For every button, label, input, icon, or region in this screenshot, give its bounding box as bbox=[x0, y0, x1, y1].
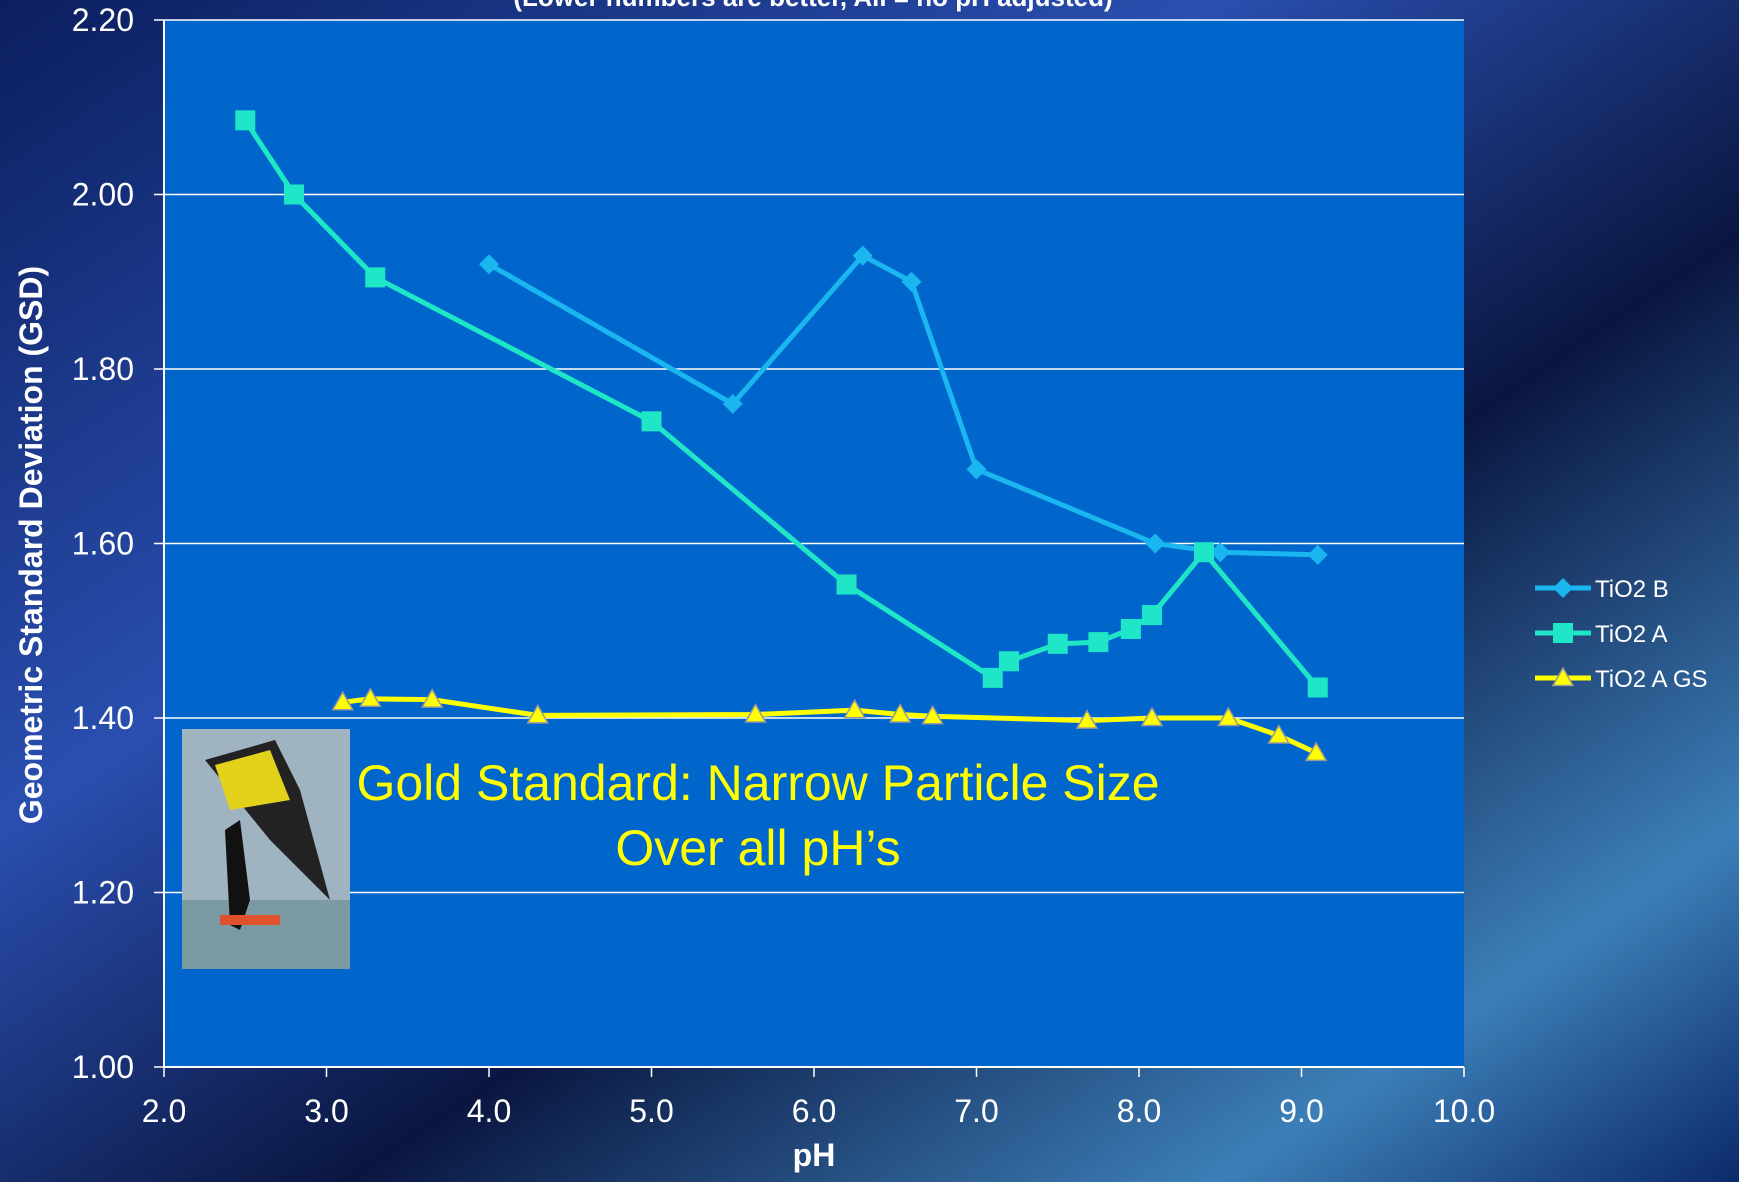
y-tick-label: 1.80 bbox=[72, 351, 134, 387]
marker bbox=[1121, 619, 1141, 639]
chart: (Lower numbers are better, All = no pH a… bbox=[0, 0, 1739, 1182]
y-tick-label: 1.40 bbox=[72, 700, 134, 736]
x-tick-label: 7.0 bbox=[954, 1093, 998, 1129]
page: (Lower numbers are better, All = no pH a… bbox=[0, 0, 1739, 1182]
x-tick-label: 4.0 bbox=[467, 1093, 511, 1129]
y-tick-label: 1.20 bbox=[72, 875, 134, 911]
marker bbox=[837, 575, 857, 595]
x-tick-label: 5.0 bbox=[629, 1093, 673, 1129]
chart-subtitle: (Lower numbers are better, All = no pH a… bbox=[513, 0, 1112, 12]
marker bbox=[1194, 542, 1214, 562]
x-tick-label: 2.0 bbox=[142, 1093, 186, 1129]
x-tick-label: 9.0 bbox=[1279, 1093, 1323, 1129]
y-tick-label: 2.20 bbox=[72, 2, 134, 38]
legend-label: TiO2 A bbox=[1595, 621, 1667, 648]
x-tick-label: 8.0 bbox=[1117, 1093, 1161, 1129]
annotation: Gold Standard: Narrow Particle Size bbox=[356, 755, 1159, 811]
marker bbox=[1308, 677, 1328, 697]
x-axis-title: pH bbox=[793, 1137, 836, 1173]
x-tick-label: 10.0 bbox=[1433, 1093, 1495, 1129]
y-tick-label: 1.00 bbox=[72, 1049, 134, 1085]
y-tick-label: 1.60 bbox=[72, 526, 134, 562]
legend-label: TiO2 B bbox=[1595, 576, 1669, 603]
x-tick-label: 6.0 bbox=[792, 1093, 836, 1129]
marker bbox=[235, 110, 255, 130]
y-axis-title: Geometric Standard Deviation (GSD) bbox=[13, 266, 49, 824]
marker bbox=[999, 651, 1019, 671]
marker bbox=[284, 185, 304, 205]
legend-marker bbox=[1553, 623, 1573, 643]
photo bbox=[182, 729, 350, 969]
annotation: Over all pH’s bbox=[615, 820, 900, 876]
legend-label: TiO2 A GS bbox=[1595, 666, 1708, 693]
marker bbox=[1088, 632, 1108, 652]
marker bbox=[1142, 605, 1162, 625]
x-tick-label: 3.0 bbox=[304, 1093, 348, 1129]
marker bbox=[642, 411, 662, 431]
y-tick-label: 2.00 bbox=[72, 177, 134, 213]
marker bbox=[1048, 634, 1068, 654]
marker bbox=[365, 267, 385, 287]
